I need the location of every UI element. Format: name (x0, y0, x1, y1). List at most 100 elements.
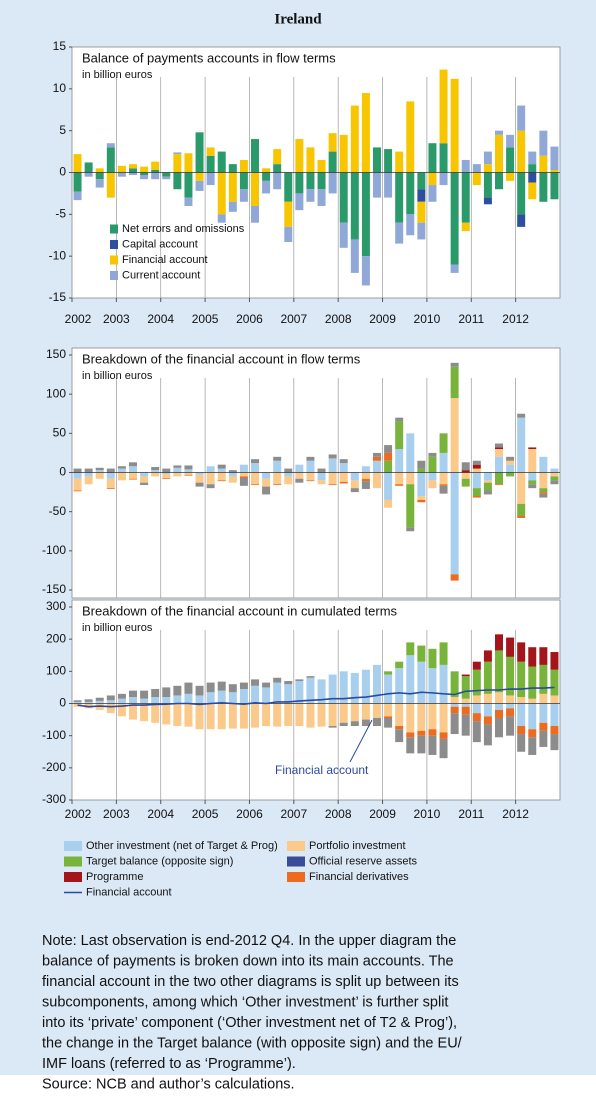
bar (483, 164, 492, 173)
bar (506, 472, 515, 477)
bar (517, 503, 526, 516)
bar (417, 730, 426, 736)
bar (461, 674, 470, 677)
bar (450, 264, 459, 273)
bar (428, 472, 437, 481)
bar (295, 139, 304, 173)
bar (273, 164, 282, 173)
bar (550, 669, 559, 696)
bar (73, 490, 82, 492)
bar (328, 726, 337, 728)
bar (73, 478, 82, 491)
x-tick-label: 2012 (502, 312, 529, 326)
bar (239, 703, 248, 729)
bar (95, 179, 104, 188)
bar (428, 172, 437, 186)
bar (550, 468, 559, 473)
bar (306, 147, 315, 173)
bar (328, 172, 337, 194)
bar (151, 470, 160, 473)
bar (184, 682, 193, 694)
panel-title: Breakdown of the financial account in fl… (82, 351, 361, 366)
legend-label: Financial account (86, 886, 172, 898)
legend-label: Portfolio investment (309, 840, 406, 852)
bar (162, 468, 171, 473)
bar (195, 172, 204, 181)
legend-label: Other investment (net of Target & Prog) (86, 840, 278, 852)
legend-label: Target balance (opposite sign) (86, 855, 233, 867)
bar (239, 477, 248, 486)
bar (495, 703, 503, 710)
annotation: Financial account (275, 763, 369, 777)
bar (206, 703, 215, 730)
bar (106, 488, 115, 489)
x-tick-label: 2008 (325, 312, 352, 326)
bar (184, 153, 193, 173)
bar (273, 682, 282, 704)
bar (384, 671, 393, 675)
bar (461, 470, 470, 473)
bar (361, 478, 370, 482)
bar (450, 78, 459, 173)
bar (384, 674, 393, 704)
bar (495, 709, 503, 718)
y-tick-label: 100 (46, 664, 66, 678)
bar (106, 478, 115, 489)
y-tick-label: 15 (53, 39, 67, 53)
bar (506, 147, 515, 173)
bar (395, 703, 404, 727)
y-tick-label: 0 (59, 696, 66, 710)
bar (483, 151, 492, 165)
bar (395, 726, 404, 730)
bar (129, 703, 137, 720)
bar (461, 462, 470, 471)
bar (406, 484, 415, 528)
bar (140, 175, 149, 180)
bar (406, 642, 415, 656)
bar (417, 460, 426, 469)
bar (95, 700, 104, 704)
bar (284, 201, 293, 227)
bar (106, 172, 115, 198)
bar (384, 172, 393, 198)
bar (339, 172, 348, 223)
bar (140, 166, 149, 173)
bar (384, 445, 393, 453)
bar (517, 472, 526, 504)
bar (239, 172, 248, 190)
bar (495, 134, 503, 173)
bar (439, 452, 448, 473)
x-tick-label: 2007 (280, 312, 307, 326)
bar (517, 734, 526, 752)
bar (106, 468, 115, 473)
bar (206, 484, 215, 489)
bar (184, 469, 193, 473)
panel-title: Breakdown of the financial account in cu… (82, 603, 398, 618)
bar (550, 703, 559, 727)
bar (528, 737, 537, 755)
bar (295, 193, 304, 211)
bar (506, 134, 515, 148)
bar (550, 734, 559, 751)
bar (117, 693, 126, 699)
bar (517, 642, 526, 662)
bar (450, 366, 459, 399)
bar (439, 143, 448, 173)
bar (417, 172, 426, 190)
bar (217, 472, 226, 481)
bar (106, 147, 115, 173)
x-tick-label: 2011 (458, 807, 484, 821)
bar (439, 485, 448, 494)
bar (328, 472, 337, 485)
bar (395, 151, 404, 173)
bar (184, 693, 193, 704)
bar (461, 703, 470, 707)
bar (95, 470, 104, 473)
legend-label: Programme (86, 871, 143, 883)
bar (450, 362, 459, 367)
bar (395, 172, 404, 223)
bar (206, 147, 215, 156)
bar (228, 172, 237, 202)
bar (184, 172, 193, 198)
bar (461, 478, 470, 487)
